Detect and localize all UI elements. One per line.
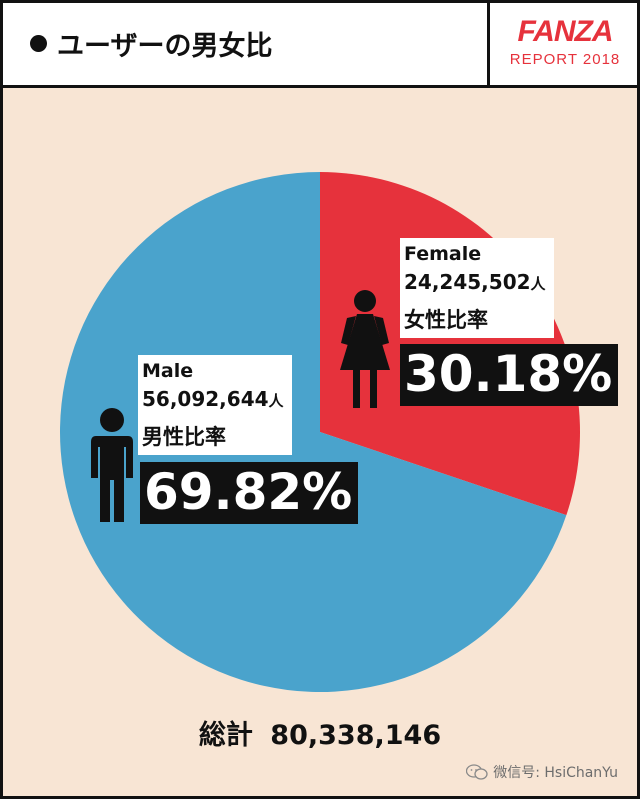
male-name: Male (142, 360, 194, 382)
female-percent: 30.18% (400, 344, 619, 406)
male-label-box: Male 56,092,644人 男性比率 (138, 355, 292, 455)
female-ratio-label: 女性比率 (404, 308, 488, 332)
male-count-unit: 人 (268, 392, 284, 410)
female-label-box: Female 24,245,502人 女性比率 (400, 238, 554, 338)
bullet-dot-icon (30, 35, 47, 52)
female-count-unit: 人 (530, 275, 546, 293)
page-title-text: ユーザーの男女比 (57, 31, 273, 62)
female-count-line: 24,245,502人 (404, 268, 546, 298)
page-title: ユーザーの男女比 (30, 24, 272, 63)
female-figure-icon (340, 290, 390, 408)
male-count: 56,092,644 (142, 387, 269, 411)
total-line: 総計 80,338,146 (0, 713, 640, 752)
watermark-text: 微信号: HsiChanYu (493, 765, 618, 781)
total-label: 総計 (198, 720, 253, 751)
header-bar: ユーザーの男女比 FANZA REPORT 2018 (0, 0, 640, 88)
female-count: 24,245,502 (404, 270, 531, 294)
brand-box: FANZA REPORT 2018 (487, 0, 640, 85)
pie-slice-female (320, 172, 580, 516)
wechat-icon (466, 764, 488, 780)
report-year: REPORT 2018 (509, 51, 621, 68)
brand-logo: FANZA (517, 15, 614, 48)
male-percent: 69.82% (140, 462, 359, 524)
total-value: 80,338,146 (270, 720, 442, 751)
male-ratio-label: 男性比率 (142, 425, 226, 449)
pie-slice-male (59, 172, 567, 692)
female-name: Female (404, 243, 482, 265)
watermark: 微信号: HsiChanYu (466, 762, 618, 782)
male-figure-icon (91, 408, 133, 522)
male-count-line: 56,092,644人 (142, 385, 284, 415)
